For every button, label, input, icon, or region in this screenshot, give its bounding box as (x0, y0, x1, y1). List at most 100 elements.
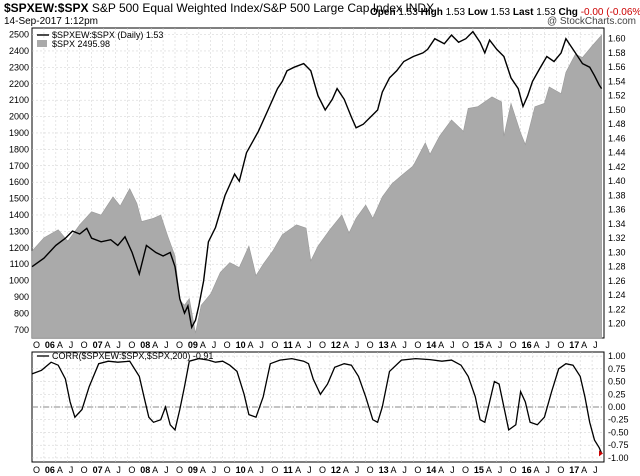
left-axis-tick-label: 1400 (9, 210, 29, 220)
open-value: 1.53 (398, 7, 418, 18)
left-axis-tick-label: 900 (14, 292, 29, 302)
price-x-tick-label: J (69, 340, 74, 350)
price-x-tick-label: O (462, 340, 469, 350)
corr-x-tick-label: O (414, 465, 421, 475)
spx-area (31, 34, 602, 339)
right-axis-tick-label: 1.42 (608, 162, 626, 172)
price-x-tick-label: A (343, 340, 349, 350)
price-x-tick-label: 14 (426, 340, 436, 350)
price-x-tick-label: J (164, 340, 169, 350)
right-axis-tick-label: 1.52 (608, 91, 626, 101)
left-axis-tick-label: 2100 (9, 95, 29, 105)
corr-axis-tick-label: 1.00 (608, 351, 626, 361)
price-x-tick-label: O (319, 340, 326, 350)
corr-x-tick-label: A (248, 465, 254, 475)
right-axis-tick-label: 1.44 (608, 148, 626, 158)
corr-x-tick-label: O (128, 465, 135, 475)
corr-x-tick-label: 08 (140, 465, 150, 475)
right-axis-tick-label: 1.56 (608, 62, 626, 72)
corr-line (31, 357, 603, 454)
price-x-tick-label: 11 (283, 340, 293, 350)
price-x-tick-label: O (414, 340, 421, 350)
price-x-tick-label: J (593, 340, 598, 350)
corr-x-tick-label: O (462, 465, 469, 475)
high-value: 1.53 (445, 7, 466, 18)
price-x-tick-label: A (581, 340, 587, 350)
left-axis-tick-label: 2400 (9, 46, 29, 56)
left-axis-tick-label: 1900 (9, 128, 29, 138)
corr-x-tick-label: A (200, 465, 206, 475)
corr-x-tick-label: 09 (188, 465, 198, 475)
corr-x-tick-label: A (152, 465, 158, 475)
corr-x-tick-label: 10 (236, 465, 246, 475)
left-axis-tick-label: 1200 (9, 243, 29, 253)
right-axis-tick-label: 1.48 (608, 119, 626, 129)
left-axis-tick-label: 1100 (10, 259, 29, 269)
price-x-tick-label: O (224, 340, 231, 350)
corr-x-tick-label: O (176, 465, 183, 475)
price-x-tick-label: O (176, 340, 183, 350)
low-label: Low (467, 7, 488, 18)
corr-x-tick-label: J (450, 465, 455, 475)
corr-x-tick-label: A (343, 465, 349, 475)
corr-axis-tick-label: 0.00 (608, 402, 626, 412)
last-label: Last (512, 7, 534, 18)
corr-x-tick-label: O (81, 465, 88, 475)
ratio-legend-label: $SPXEW:$SPX (Daily) 1.53 (52, 30, 163, 40)
corr-axis-tick-label: 0.75 (608, 364, 626, 374)
corr-x-tick-label: 15 (474, 465, 484, 475)
chart-date: 14-Sep-2017 1:12pm (4, 16, 98, 27)
price-x-tick-label: O (367, 340, 374, 350)
price-x-tick-label: 16 (522, 340, 532, 350)
open-label: Open (370, 7, 396, 18)
corr-x-tick-label: A (57, 465, 63, 475)
right-axis-tick-label: 1.54 (608, 76, 626, 86)
corr-x-tick-label: 13 (379, 465, 389, 475)
right-axis-tick-label: 1.24 (608, 290, 626, 300)
left-axis-tick-label: 2200 (9, 79, 29, 89)
corr-last-marker (599, 450, 603, 457)
price-x-tick-label: J (116, 340, 121, 350)
corr-x-tick-label: 16 (522, 465, 532, 475)
price-x-tick-label: J (545, 340, 550, 350)
exchange-label: INDX (405, 1, 435, 15)
corr-x-tick-label: 06 (45, 465, 55, 475)
price-x-tick-label: 07 (93, 340, 103, 350)
corr-x-tick-label: 11 (283, 465, 293, 475)
chg-label: Chg (558, 7, 578, 18)
right-axis-tick-label: 1.34 (608, 219, 626, 229)
left-axis-tick-label: 800 (14, 308, 29, 318)
right-axis-tick-label: 1.40 (608, 176, 626, 186)
price-x-tick-label: A (248, 340, 254, 350)
price-x-tick-label: 09 (188, 340, 198, 350)
corr-x-tick-label: O (367, 465, 374, 475)
right-axis-tick-label: 1.58 (608, 48, 626, 58)
price-x-tick-label: O (128, 340, 135, 350)
price-x-tick-label: J (212, 340, 217, 350)
corr-x-tick-label: A (581, 465, 587, 475)
corr-axis-tick-label: -0.25 (608, 415, 629, 425)
price-x-tick-label: J (450, 340, 455, 350)
corr-x-tick-label: O (319, 465, 326, 475)
right-axis-tick-label: 1.30 (608, 247, 626, 257)
spx-legend-swatch (37, 40, 47, 47)
right-axis-tick-label: 1.50 (608, 105, 626, 115)
price-x-tick-label: J (259, 340, 264, 350)
corr-legend-label: CORR($SPXEW:$SPX,$SPX,200) -0.91 (52, 351, 213, 361)
corr-axis-tick-label: 0.50 (608, 377, 626, 387)
right-axis-tick-label: 1.20 (608, 319, 626, 329)
right-axis-tick-label: 1.60 (608, 34, 626, 44)
corr-x-tick-label: O (557, 465, 564, 475)
corr-axis-tick-label: -0.50 (608, 427, 629, 437)
left-axis-tick-label: 1800 (9, 144, 29, 154)
corr-x-tick-label: J (402, 465, 407, 475)
corr-x-tick-label: J (212, 465, 217, 475)
price-x-tick-label: 08 (140, 340, 150, 350)
price-x-tick-label: O (81, 340, 88, 350)
corr-x-tick-label: J (355, 465, 360, 475)
corr-x-tick-label: A (486, 465, 492, 475)
corr-x-tick-label: O (224, 465, 231, 475)
corr-x-tick-label: J (307, 465, 312, 475)
corr-x-tick-label: O (510, 465, 517, 475)
